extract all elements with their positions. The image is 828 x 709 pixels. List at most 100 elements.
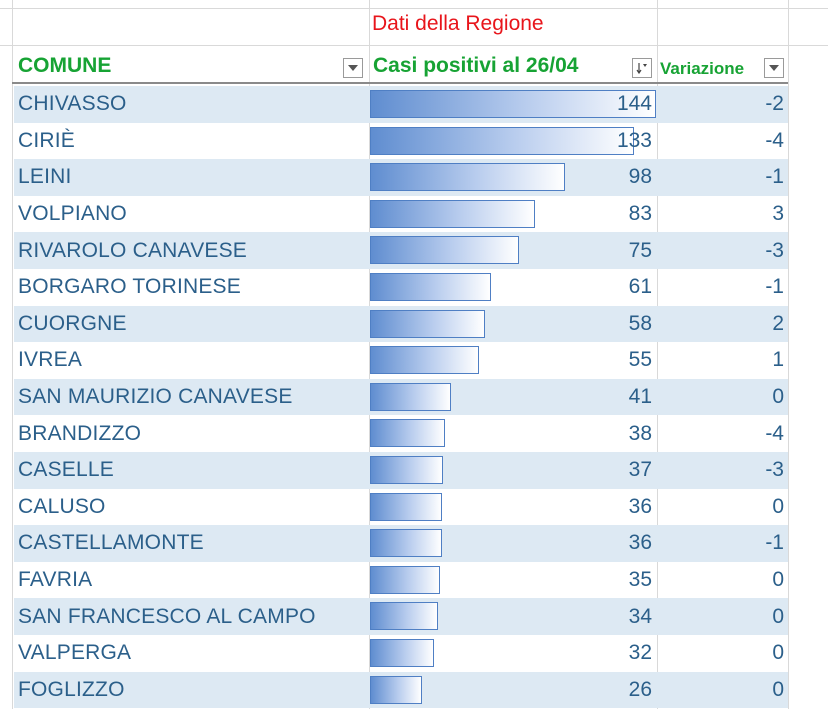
cell-comune[interactable]: VOLPIANO: [18, 202, 127, 226]
table-row[interactable]: SAN MAURIZIO CANAVESE 41 0: [14, 378, 788, 416]
table-row[interactable]: FAVRIA 35 0: [14, 562, 788, 599]
cell-casi[interactable]: 41: [628, 385, 652, 409]
table-row[interactable]: LEINI 98 -1: [14, 159, 788, 196]
cell-variazione[interactable]: 0: [772, 568, 784, 592]
cell-variazione[interactable]: -3: [765, 238, 784, 262]
cell-comune[interactable]: CIRIÈ: [18, 128, 76, 152]
data-bar: [370, 565, 440, 594]
cell-variazione[interactable]: 3: [772, 202, 784, 226]
data-bar: [370, 126, 635, 155]
cell-variazione[interactable]: 0: [772, 641, 784, 665]
data-bar: [370, 163, 565, 192]
dropdown-arrow-icon: [769, 65, 779, 71]
cell-casi[interactable]: 38: [628, 421, 652, 445]
cell-comune[interactable]: CASELLE: [18, 458, 114, 482]
cell-variazione[interactable]: -1: [765, 275, 784, 299]
cell-variazione[interactable]: -1: [765, 165, 784, 189]
column-header-variazione[interactable]: Variazione: [660, 59, 745, 78]
cell-casi[interactable]: 98: [628, 165, 652, 189]
grid-line: [657, 0, 658, 709]
cell-casi[interactable]: 32: [628, 641, 652, 665]
table-row[interactable]: BRANDIZZO 38 -4: [14, 415, 788, 452]
cell-casi[interactable]: 61: [628, 275, 652, 299]
cell-casi[interactable]: 35: [628, 568, 652, 592]
cell-variazione[interactable]: 0: [772, 677, 784, 701]
cell-variazione[interactable]: -1: [765, 531, 784, 555]
data-bar: [370, 675, 422, 704]
data-bar: [370, 199, 535, 228]
dropdown-arrow-icon: [348, 65, 358, 71]
table-row[interactable]: VOLPIANO 83 3: [14, 196, 788, 233]
data-bar: [370, 309, 486, 338]
data-bar: [370, 529, 442, 558]
data-bar: [370, 346, 480, 375]
column-header-casi[interactable]: Casi positivi al 26/04: [373, 54, 579, 77]
cell-comune[interactable]: CASTELLAMONTE: [18, 531, 204, 555]
cell-variazione[interactable]: 0: [772, 494, 784, 518]
cell-comune[interactable]: SAN MAURIZIO CANAVESE: [18, 385, 293, 409]
cell-casi[interactable]: 34: [628, 604, 652, 628]
cell-casi[interactable]: 144: [616, 92, 652, 116]
cell-casi[interactable]: 55: [628, 348, 652, 372]
filter-button-comune[interactable]: [343, 58, 363, 78]
cell-casi[interactable]: 58: [628, 311, 652, 335]
cell-casi[interactable]: 133: [616, 128, 652, 152]
table-row[interactable]: CALUSO 36 0: [14, 489, 788, 526]
data-bar: [370, 382, 452, 411]
cell-comune[interactable]: SAN FRANCESCO AL CAMPO: [18, 604, 316, 628]
data-bar: [370, 273, 492, 301]
grid-line: [369, 0, 370, 709]
cell-casi[interactable]: 26: [628, 677, 652, 701]
data-bar: [370, 419, 446, 448]
data-bar: [370, 90, 656, 118]
cell-variazione[interactable]: -3: [765, 458, 784, 482]
cell-comune[interactable]: CUORGNE: [18, 311, 127, 335]
filter-button-casi[interactable]: [632, 58, 652, 78]
cell-variazione[interactable]: -4: [765, 128, 784, 152]
data-bar: [370, 456, 444, 484]
cell-comune[interactable]: FAVRIA: [18, 568, 93, 592]
cell-comune[interactable]: FOGLIZZO: [18, 677, 125, 701]
sort-descending-filter-icon: [636, 62, 648, 74]
filter-button-variazione[interactable]: [764, 58, 784, 78]
table-row[interactable]: CASTELLAMONTE 36 -1: [14, 525, 788, 562]
data-bar: [370, 492, 442, 521]
grid-line: [0, 8, 828, 9]
cell-variazione[interactable]: 1: [772, 348, 784, 372]
table-row[interactable]: CASELLE 37 -3: [14, 452, 788, 489]
table-row[interactable]: FOGLIZZO 26 0: [14, 671, 788, 709]
table-row[interactable]: IVREA 55 1: [14, 342, 788, 379]
table-row[interactable]: RIVAROLO CANAVESE 75 -3: [14, 232, 788, 269]
cell-casi[interactable]: 37: [628, 458, 652, 482]
table-row[interactable]: SAN FRANCESCO AL CAMPO 34 0: [14, 598, 788, 635]
cell-casi[interactable]: 75: [628, 238, 652, 262]
table-row[interactable]: BORGARO TORINESE 61 -1: [14, 269, 788, 306]
region-data-title: Dati della Regione: [372, 12, 544, 35]
cell-comune[interactable]: BORGARO TORINESE: [18, 275, 241, 299]
cell-variazione[interactable]: 2: [772, 311, 784, 335]
cell-comune[interactable]: LEINI: [18, 165, 72, 189]
table-row[interactable]: CHIVASSO 144 -2: [14, 86, 788, 123]
data-bar: [370, 602, 438, 631]
cell-comune[interactable]: VALPERGA: [18, 641, 132, 665]
table-row[interactable]: VALPERGA 32 0: [14, 635, 788, 672]
cell-comune[interactable]: BRANDIZZO: [18, 421, 142, 445]
cell-comune[interactable]: CHIVASSO: [18, 92, 127, 116]
cell-casi[interactable]: 36: [628, 494, 652, 518]
cell-variazione[interactable]: -2: [765, 92, 784, 116]
table-row[interactable]: CUORGNE 58 2: [14, 305, 788, 343]
header-separator: [12, 82, 788, 84]
cell-variazione[interactable]: -4: [765, 421, 784, 445]
cell-casi[interactable]: 36: [628, 531, 652, 555]
cell-comune[interactable]: CALUSO: [18, 494, 106, 518]
cell-variazione[interactable]: 0: [772, 604, 784, 628]
table-row[interactable]: CIRIÈ 133 -4: [14, 123, 788, 160]
grid-line: [0, 45, 828, 46]
data-bar: [370, 236, 519, 265]
cell-comune[interactable]: IVREA: [18, 348, 83, 372]
cell-casi[interactable]: 83: [628, 202, 652, 226]
cell-variazione[interactable]: 0: [772, 385, 784, 409]
cell-comune[interactable]: RIVAROLO CANAVESE: [18, 238, 248, 262]
column-header-comune[interactable]: COMUNE: [18, 54, 112, 77]
